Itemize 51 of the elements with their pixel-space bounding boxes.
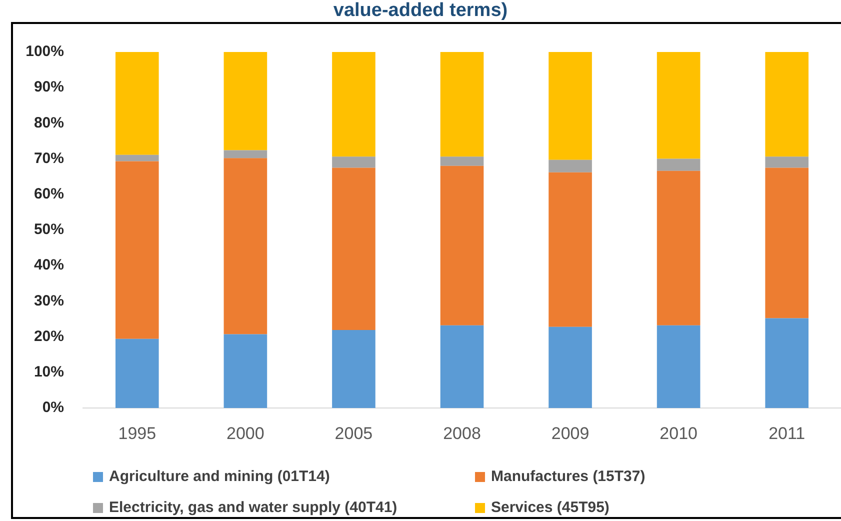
bar (332, 156, 376, 168)
bar (548, 52, 592, 160)
legend-label: Services (45T95) (491, 499, 610, 517)
y-tick-label: 40% (34, 256, 64, 274)
bar (656, 52, 700, 159)
bar (765, 52, 809, 157)
y-tick-label: 10% (34, 364, 64, 381)
y-tick-label: 90% (34, 78, 64, 96)
bar (224, 52, 268, 150)
legend-label: Electricity, gas and water supply (40T41) (109, 499, 398, 517)
bar (765, 168, 809, 318)
bar (548, 160, 592, 172)
y-tick-label: 0% (42, 399, 64, 416)
bar (656, 325, 700, 408)
bar (548, 172, 592, 327)
y-tick-label: 30% (34, 292, 64, 310)
x-tick-label: 2008 (443, 424, 481, 443)
bar (332, 168, 376, 330)
bar (440, 166, 484, 326)
x-tick-label: 2010 (660, 424, 698, 443)
x-tick-label: 2005 (334, 424, 373, 443)
bar (332, 330, 376, 408)
legend-label: Manufactures (15T37) (491, 468, 646, 486)
bar (765, 318, 809, 408)
y-tick-label: 80% (34, 114, 64, 132)
x-tick-label: 2011 (768, 424, 806, 443)
bar (765, 156, 809, 168)
y-tick-label: 100% (26, 43, 64, 60)
y-tick-label: 70% (34, 150, 64, 167)
x-tick-label: 2000 (226, 424, 264, 443)
bar (656, 158, 700, 171)
bar (115, 154, 159, 162)
bar (115, 52, 159, 155)
bar (115, 338, 159, 408)
bar (440, 156, 484, 166)
bar (656, 170, 700, 326)
bar (224, 334, 268, 408)
y-tick-label: 50% (34, 221, 64, 238)
x-tick-label: 2009 (551, 424, 590, 443)
bar (440, 325, 484, 408)
bar (332, 52, 376, 157)
bar (224, 158, 268, 334)
bar (548, 326, 592, 408)
y-tick-label: 60% (34, 186, 64, 203)
legend-label: Agriculture and mining (01T14) (109, 468, 330, 486)
x-tick-label: 1995 (118, 424, 156, 443)
bar (440, 52, 484, 157)
bar (115, 161, 159, 339)
y-tick-label: 20% (34, 328, 64, 345)
chart-title: value-added terms) (332, 0, 509, 22)
bar (224, 150, 268, 158)
